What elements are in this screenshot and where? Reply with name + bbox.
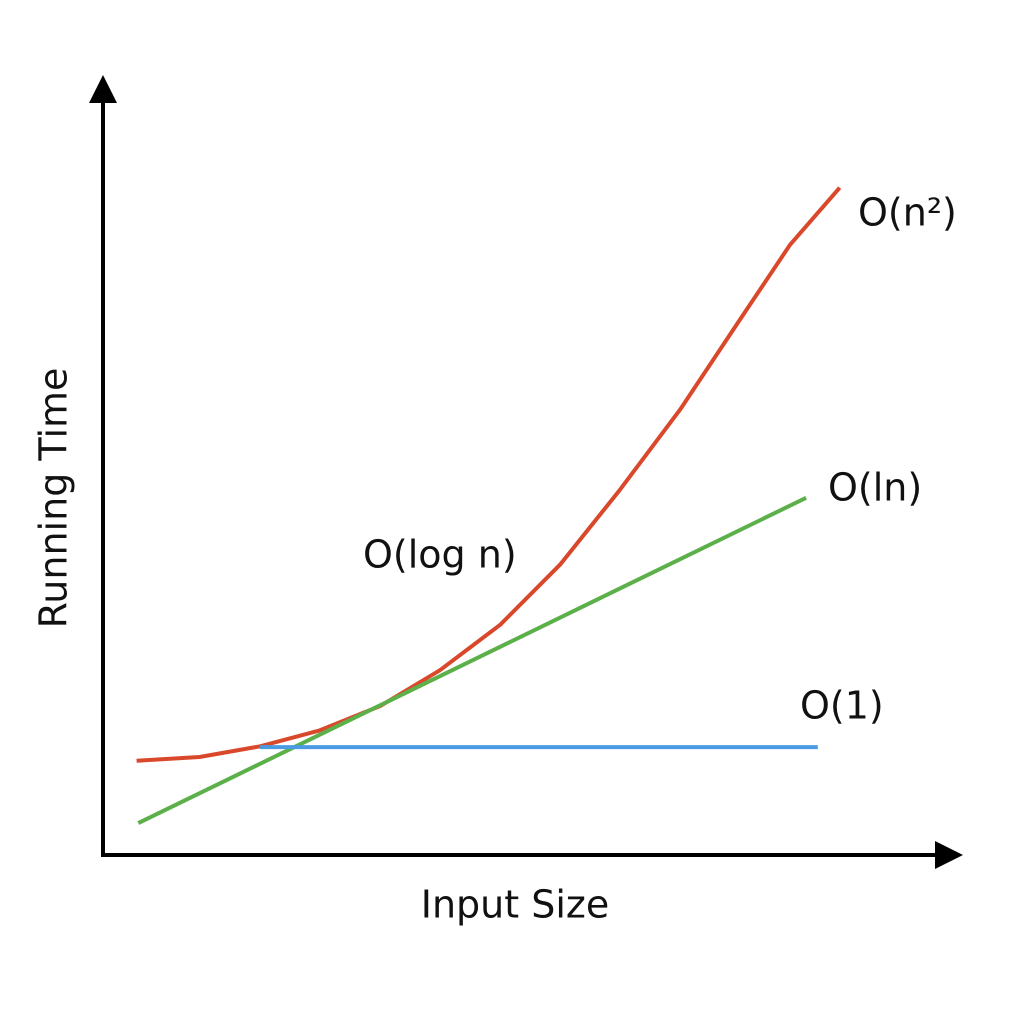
x-axis-label: Input Size (421, 883, 609, 927)
series-label: O(n²) (858, 191, 957, 235)
series-line (136, 186, 842, 763)
series-label: O(1) (800, 684, 884, 728)
y-axis-label: Running Time (32, 368, 76, 629)
y-axis-arrow (89, 75, 117, 103)
annotation: O(log n) (363, 533, 517, 577)
x-axis-arrow (935, 841, 963, 869)
series-line (137, 496, 807, 825)
series-label: O(ln) (828, 466, 922, 510)
